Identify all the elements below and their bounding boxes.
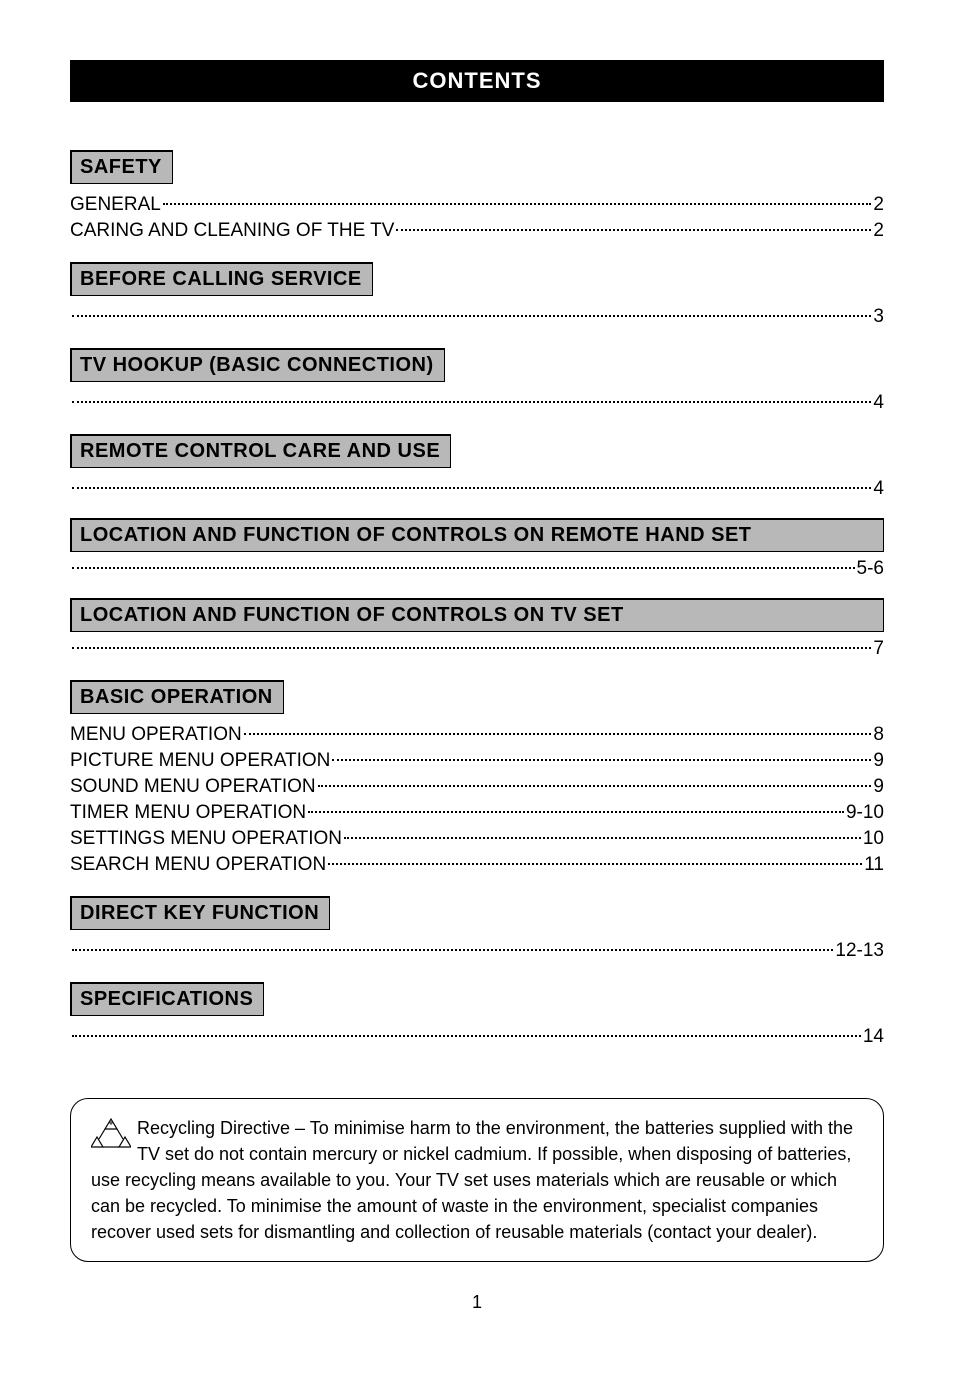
toc-line: 3: [70, 306, 884, 328]
toc-page: 14: [863, 1026, 884, 1048]
toc-page: 11: [864, 854, 884, 876]
toc-dots: [396, 229, 871, 231]
toc-line: GENERAL 2: [70, 194, 884, 216]
toc-text: TIMER MENU OPERATION: [70, 802, 306, 824]
toc-page: 2: [873, 194, 884, 216]
toc-page: 7: [873, 638, 884, 660]
recycling-text: Recycling Directive – To minimise harm t…: [91, 1118, 853, 1242]
page-number: 1: [70, 1292, 884, 1313]
toc-text: PICTURE MENU OPERATION: [70, 750, 330, 772]
toc-page: 4: [873, 478, 884, 500]
section-basic-op: BASIC OPERATION: [70, 680, 284, 714]
toc-dots: [318, 785, 872, 787]
toc-line: PICTURE MENU OPERATION 9: [70, 750, 884, 772]
toc-page: 10: [863, 828, 884, 850]
toc-text: MENU OPERATION: [70, 724, 242, 746]
toc-line: 5-6: [70, 558, 884, 580]
toc-line: 12-13: [70, 940, 884, 962]
toc-dots: [72, 647, 871, 649]
toc-text: SOUND MENU OPERATION: [70, 776, 316, 798]
toc-line: CARING AND CLEANING OF THE TV 2: [70, 220, 884, 242]
toc-text: SEARCH MENU OPERATION: [70, 854, 326, 876]
toc-dots: [344, 837, 861, 839]
section-tv-hookup: TV HOOKUP (BASIC CONNECTION): [70, 348, 445, 382]
toc-page: 3: [873, 306, 884, 328]
toc-dots: [328, 863, 862, 865]
toc-line: 4: [70, 392, 884, 414]
toc-line: 14: [70, 1026, 884, 1048]
recycle-icon: [91, 1115, 131, 1160]
section-direct-key: DIRECT KEY FUNCTION: [70, 896, 330, 930]
section-remote-care: REMOTE CONTROL CARE AND USE: [70, 434, 451, 468]
toc-line: SOUND MENU OPERATION 9: [70, 776, 884, 798]
toc-page: 2: [873, 220, 884, 242]
toc-text: GENERAL: [70, 194, 161, 216]
toc-page: 5-6: [857, 558, 884, 580]
toc-text: SETTINGS MENU OPERATION: [70, 828, 342, 850]
toc-page: 9-10: [846, 802, 884, 824]
toc-page: 9: [873, 776, 884, 798]
toc-dots: [163, 203, 872, 205]
toc-line: 4: [70, 478, 884, 500]
toc-page: 9: [873, 750, 884, 772]
toc-line: SETTINGS MENU OPERATION 10: [70, 828, 884, 850]
toc-dots: [244, 733, 872, 735]
section-loc-remote: LOCATION AND FUNCTION OF CONTROLS ON REM…: [70, 518, 884, 552]
toc-page: 8: [873, 724, 884, 746]
toc-line: TIMER MENU OPERATION 9-10: [70, 802, 884, 824]
recycling-notice: Recycling Directive – To minimise harm t…: [70, 1098, 884, 1262]
toc-page: 4: [873, 392, 884, 414]
toc-page: 12-13: [835, 940, 884, 962]
toc-line: SEARCH MENU OPERATION 11: [70, 854, 884, 876]
toc-dots: [308, 811, 844, 813]
toc-line: MENU OPERATION 8: [70, 724, 884, 746]
contents-header: CONTENTS: [70, 60, 884, 102]
toc-dots: [72, 949, 833, 951]
toc-dots: [332, 759, 871, 761]
toc-dots: [72, 315, 871, 317]
section-before-calling: BEFORE CALLING SERVICE: [70, 262, 373, 296]
toc-dots: [72, 487, 871, 489]
toc-dots: [72, 567, 855, 569]
toc-text: CARING AND CLEANING OF THE TV: [70, 220, 394, 242]
section-specs: SPECIFICATIONS: [70, 982, 264, 1016]
toc-dots: [72, 1035, 861, 1037]
section-loc-tv: LOCATION AND FUNCTION OF CONTROLS ON TV …: [70, 598, 884, 632]
toc-line: 7: [70, 638, 884, 660]
toc-dots: [72, 401, 871, 403]
section-safety: SAFETY: [70, 150, 173, 184]
